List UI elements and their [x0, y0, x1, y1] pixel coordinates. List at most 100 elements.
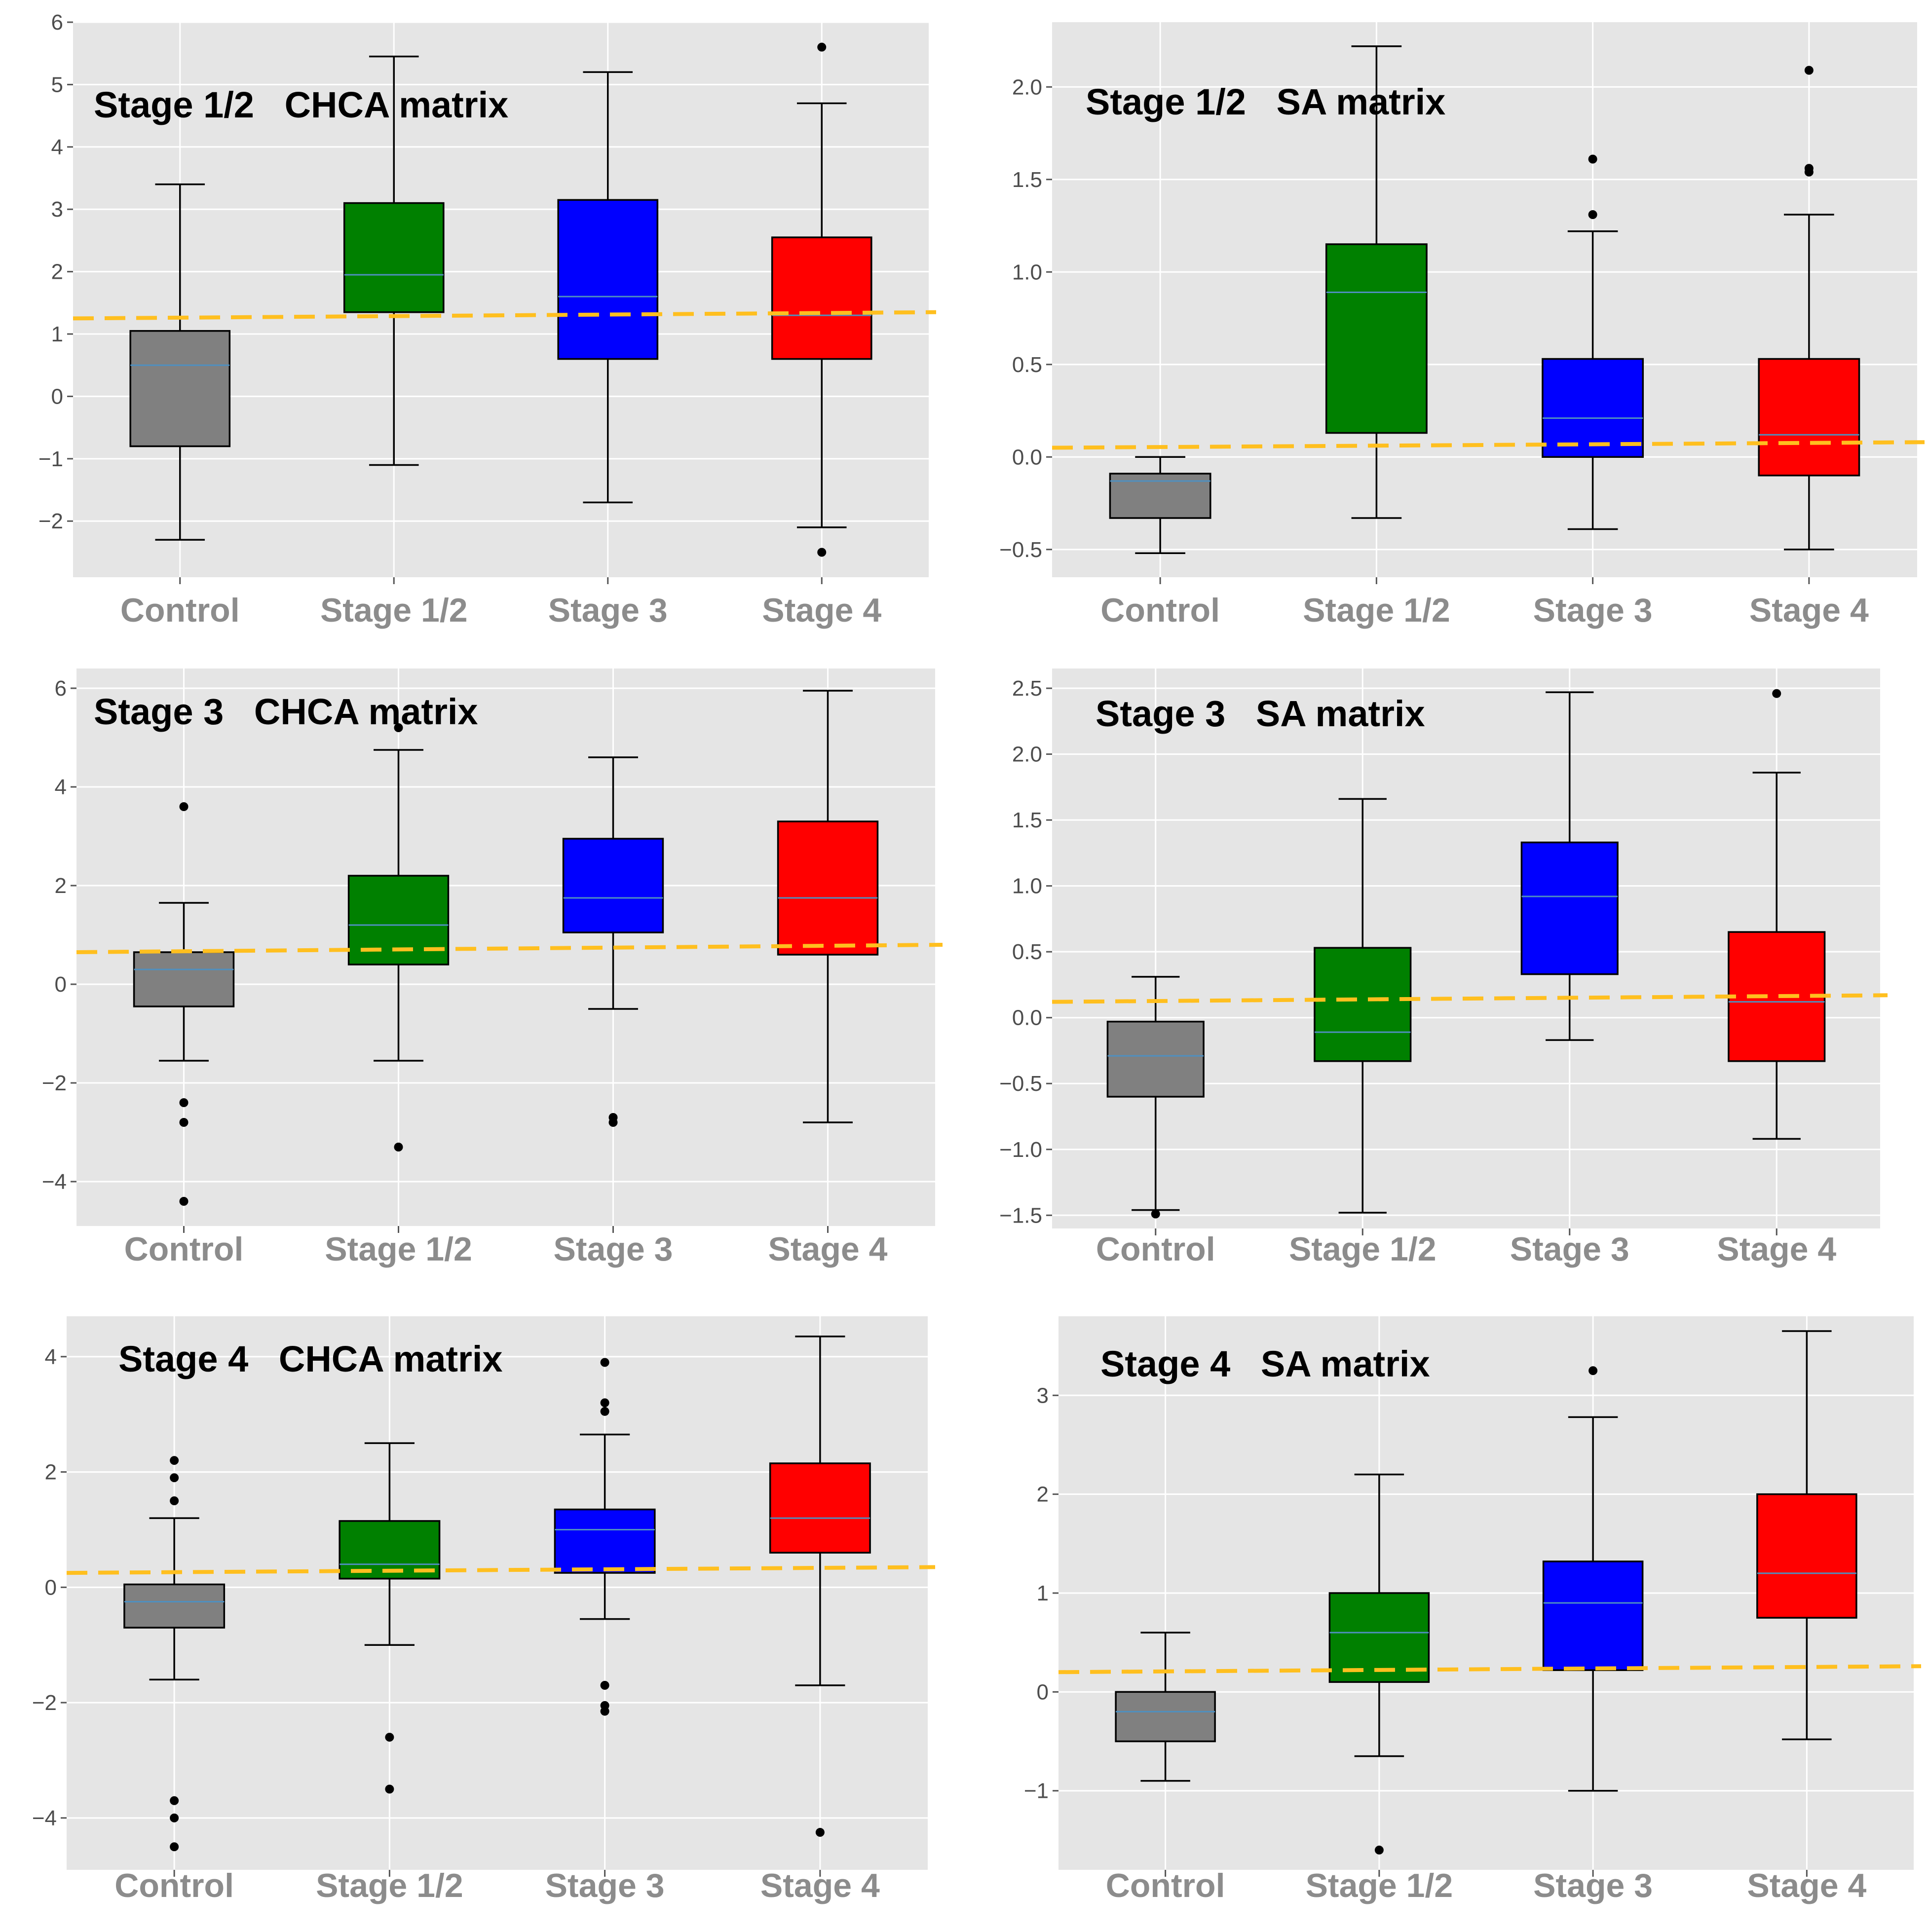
x-category-label: Stage 1/2	[325, 1230, 472, 1268]
chart-panel-1: −2 −1 0 1 2 3 4 5 6 Control Stage 1/2 Stage 3 Stage …	[38, 10, 937, 629]
box-body	[1115, 1691, 1216, 1743]
box-body	[129, 330, 231, 447]
x-category-label: Control	[120, 592, 240, 629]
x-category-label: Stage 4	[760, 1867, 880, 1904]
box-body	[1542, 358, 1644, 458]
y-tick-label: 6	[51, 10, 63, 35]
box-stage-4	[771, 42, 872, 557]
box-body	[1758, 358, 1860, 477]
outlier-point	[1588, 210, 1597, 219]
y-tick-label: −1	[38, 447, 63, 471]
box-stage-3	[554, 1358, 656, 1716]
box-stage-4	[1728, 689, 1826, 1140]
x-category-label: Stage 1/2	[1303, 592, 1450, 629]
outlier-point	[1588, 1366, 1598, 1375]
y-tick-label: 4	[51, 135, 63, 159]
chart-panel-6: −1 0 1 2 3 Control Stage 1/2 Stage 3 Stage 4 Stag…	[1024, 1316, 1922, 1904]
outlier-point	[1804, 66, 1814, 75]
y-tick-label: 1	[1037, 1581, 1049, 1605]
box-control	[1115, 1632, 1216, 1782]
box-stage-4	[769, 1336, 871, 1837]
y-tick-label: 0	[45, 1575, 57, 1599]
outlier-point	[600, 1681, 609, 1690]
y-tick-label: 3	[51, 197, 63, 222]
box-stage-1-2	[1314, 798, 1412, 1214]
outlier-point	[170, 1813, 179, 1822]
box-stage-3	[1542, 154, 1644, 530]
box-body	[343, 202, 445, 313]
box-body	[1106, 1020, 1205, 1098]
box-body	[133, 951, 235, 1007]
x-category-label: Stage 3	[554, 1230, 673, 1268]
box-stage-1-2	[1328, 1473, 1430, 1855]
box-body	[1520, 841, 1619, 975]
outlier-point	[1772, 689, 1781, 698]
box-stage-1-2	[1325, 45, 1428, 519]
y-tick-label: −0.5	[999, 1072, 1042, 1096]
box-body	[777, 820, 879, 956]
box-body	[1314, 947, 1412, 1062]
box-stage-3	[1520, 691, 1619, 1041]
box-body	[771, 236, 872, 360]
box-control	[1109, 456, 1211, 554]
y-tick-label: 6	[55, 676, 67, 701]
box-body	[562, 838, 664, 933]
box-control	[133, 802, 235, 1206]
threshold-line	[66, 1565, 936, 1575]
y-tick-label: 0	[1037, 1680, 1049, 1704]
y-tick-label: 0	[51, 384, 63, 409]
y-tick-label: 2.0	[1012, 743, 1042, 767]
y-tick-label: −2	[38, 509, 63, 533]
x-category-label: Control	[124, 1230, 244, 1268]
x-category-label: Stage 4	[1747, 1867, 1866, 1904]
x-category-label: Stage 3	[1533, 1867, 1653, 1904]
outlier-point	[179, 1098, 189, 1107]
outlier-point	[817, 42, 827, 52]
y-tick-label: 2	[55, 874, 67, 898]
y-tick-label: 1.5	[1012, 168, 1042, 192]
x-category-label: Stage 3	[1510, 1230, 1629, 1268]
threshold-line	[1052, 993, 1888, 1004]
panel-title: Stage 1/2 CHCA matrix	[94, 84, 508, 125]
y-tick-label: 5	[51, 73, 63, 97]
outlier-point	[170, 1842, 179, 1852]
y-tick-label: 2.5	[1012, 676, 1042, 701]
outlier-point	[394, 723, 403, 732]
y-tick-label: 3	[1037, 1383, 1049, 1408]
box-stage-1-2	[343, 55, 445, 466]
y-tick-label: −1.0	[999, 1138, 1042, 1162]
y-tick-label: 4	[55, 775, 67, 799]
x-category-label: Stage 1/2	[1306, 1867, 1453, 1904]
outlier-point	[394, 1143, 403, 1152]
threshold-line	[76, 943, 943, 954]
panel-title: Stage 4 CHCA matrix	[118, 1338, 503, 1379]
chart-panel-4: −1.5 −1.0 −0.5 0.0 0.5 1.0 1.5 2.0 2.5 Control Sta…	[999, 669, 1888, 1268]
outlier-point	[1374, 1845, 1384, 1855]
x-category-label: Stage 1/2	[320, 592, 468, 629]
y-tick-label: 0.5	[1012, 940, 1042, 964]
x-category-label: Stage 3	[545, 1867, 665, 1904]
y-tick-label: 0	[55, 972, 67, 997]
y-tick-label: 1.0	[1012, 260, 1042, 284]
x-category-label: Stage 3	[548, 592, 668, 629]
threshold-line	[73, 310, 937, 321]
x-category-label: Stage 1/2	[316, 1867, 463, 1904]
outlier-point	[385, 1784, 394, 1794]
y-tick-label: 0.5	[1012, 353, 1042, 377]
box-control	[1106, 976, 1205, 1219]
x-category-label: Stage 4	[768, 1230, 888, 1268]
y-tick-label: −0.5	[999, 538, 1042, 562]
y-tick-label: −4	[32, 1806, 57, 1830]
x-category-label: Control	[114, 1867, 234, 1904]
outlier-point	[179, 1118, 189, 1127]
chart-panel-2: −0.5 0.0 0.5 1.0 1.5 2.0 Control Stage 1/2 Stage…	[999, 22, 1925, 629]
y-tick-label: 0.0	[1012, 1006, 1042, 1030]
outlier-point	[817, 548, 827, 557]
x-category-label: Control	[1100, 592, 1220, 629]
box-stage-3	[1542, 1366, 1644, 1792]
y-tick-label: −1.5	[999, 1203, 1042, 1227]
y-tick-label: 0.0	[1012, 445, 1042, 469]
panel-title: Stage 3 SA matrix	[1096, 693, 1425, 734]
outlier-point	[179, 1197, 189, 1206]
